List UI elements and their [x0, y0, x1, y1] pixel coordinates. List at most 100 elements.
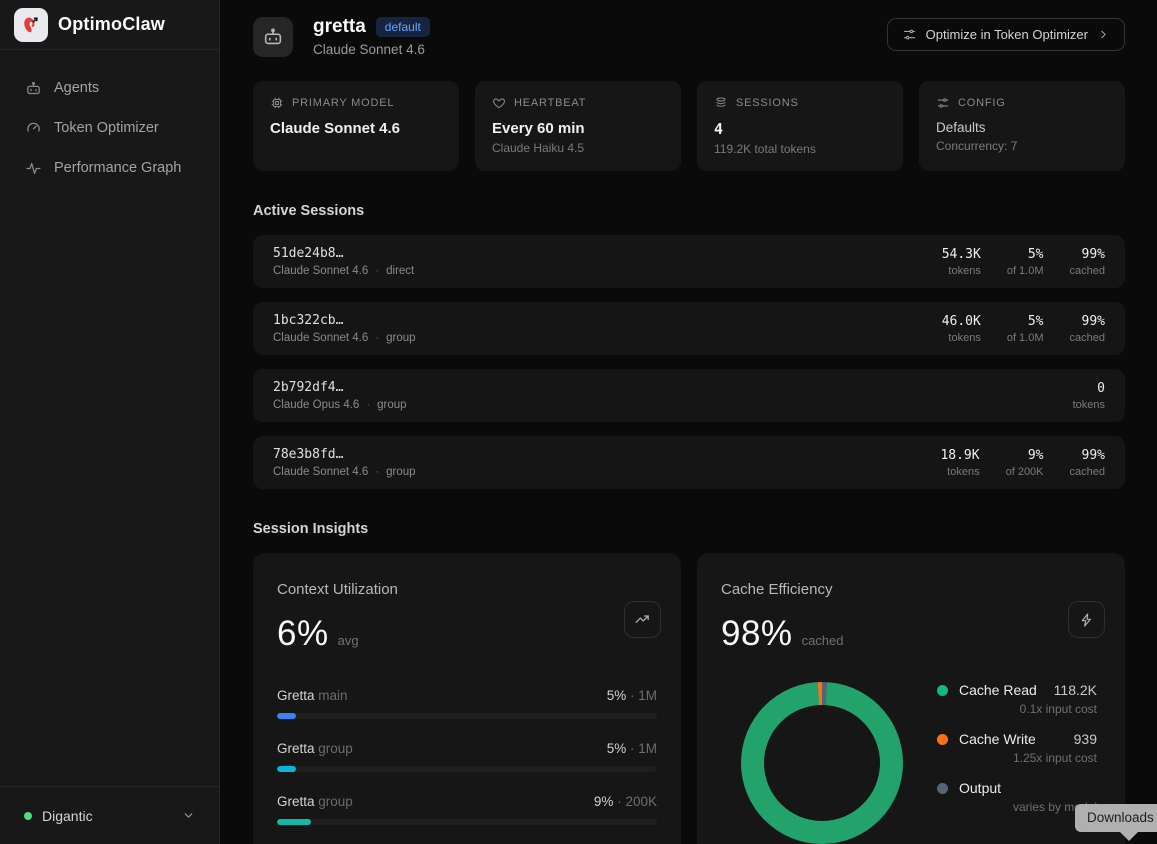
- context-utilization-card: Context Utilization 6% avg Gretta main 5…: [253, 553, 681, 844]
- workspace-switcher[interactable]: Digantic: [0, 786, 219, 844]
- session-id: 78e3b8fd…: [273, 447, 416, 462]
- stat-label: HEARTBEAT: [514, 97, 586, 109]
- stat-value: Every 60 min: [492, 120, 664, 137]
- legend-row-output: Output varies by model: [937, 780, 1097, 814]
- stat-cards: PRIMARY MODEL Claude Sonnet 4.6 HEARTBEA…: [253, 81, 1125, 171]
- session-tokens: 0: [1073, 381, 1105, 396]
- trending-up-icon: [634, 611, 651, 628]
- session-tokens: 18.9K: [940, 448, 979, 463]
- legend-row-cache-write: Cache Write 939 1.25x input cost: [937, 731, 1097, 765]
- session-insights-title: Session Insights: [253, 521, 1125, 537]
- default-badge: default: [376, 17, 430, 37]
- utilization-row: Gretta group 9% · 200K: [277, 794, 657, 825]
- sidebar-item-token-optimizer[interactable]: Token Optimizer: [0, 108, 219, 148]
- cache-read-dot: [937, 685, 948, 696]
- agent-avatar: [253, 17, 293, 57]
- session-row[interactable]: 51de24b8… Claude Sonnet 4.6 · direct 54.…: [253, 235, 1125, 288]
- sidebar: OptimoClaw Agents Token Optimizer Perfor…: [0, 0, 220, 844]
- session-type: group: [377, 399, 406, 411]
- session-context-pct: 5%: [1007, 314, 1044, 329]
- cache-unit: cached: [802, 633, 844, 648]
- stat-card-sessions: SESSIONS 4 119.2K total tokens: [697, 81, 903, 171]
- stat-sub: 119.2K total tokens: [714, 142, 886, 156]
- stat-card-primary-model: PRIMARY MODEL Claude Sonnet 4.6: [253, 81, 459, 171]
- sliders-icon: [902, 27, 917, 42]
- brand-name: OptimoClaw: [58, 14, 165, 35]
- card-title: Context Utilization: [277, 581, 657, 598]
- bolt-icon: [1079, 612, 1095, 628]
- main-content: gretta default Claude Sonnet 4.6 Optimiz…: [220, 0, 1157, 844]
- stat-label: CONFIG: [958, 97, 1006, 109]
- session-context-pct: 5%: [1007, 247, 1044, 262]
- page-title: gretta: [313, 16, 366, 38]
- cache-value: 98%: [721, 614, 793, 654]
- stat-label: PRIMARY MODEL: [292, 97, 394, 109]
- progress-bar: [277, 713, 657, 719]
- sidebar-header: OptimoClaw: [0, 0, 219, 50]
- session-tokens: 54.3K: [942, 247, 981, 262]
- sliders-icon: [936, 96, 950, 110]
- session-cached-pct: 99%: [1070, 448, 1105, 463]
- session-row[interactable]: 78e3b8fd… Claude Sonnet 4.6 · group 18.9…: [253, 436, 1125, 489]
- stat-card-config: CONFIG Defaults Concurrency: 7: [919, 81, 1125, 171]
- downloads-tooltip: Downloads: [1075, 804, 1157, 832]
- stat-value: Defaults: [936, 120, 1108, 135]
- sidebar-item-performance-graph[interactable]: Performance Graph: [0, 148, 219, 188]
- optimize-button[interactable]: Optimize in Token Optimizer: [887, 18, 1125, 51]
- session-model: Claude Opus 4.6: [273, 399, 359, 411]
- session-row[interactable]: 1bc322cb… Claude Sonnet 4.6 · group 46.0…: [253, 302, 1125, 355]
- session-id: 1bc322cb…: [273, 313, 416, 328]
- session-row[interactable]: 2b792df4… Claude Opus 4.6 · group 0token…: [253, 369, 1125, 422]
- output-dot: [937, 783, 948, 794]
- stat-value: Claude Sonnet 4.6: [270, 120, 442, 137]
- stat-value: 4: [714, 120, 886, 138]
- layers-icon: [714, 96, 728, 110]
- chevron-right-icon: [1097, 28, 1110, 41]
- cache-read-value: 118.2K: [1054, 682, 1097, 698]
- sidebar-nav: Agents Token Optimizer Performance Graph: [0, 50, 219, 786]
- bolt-button[interactable]: [1068, 601, 1105, 638]
- utilization-row: Gretta group 5% · 1M: [277, 741, 657, 772]
- optimize-button-label: Optimize in Token Optimizer: [926, 27, 1088, 42]
- session-cached-pct: 99%: [1070, 247, 1105, 262]
- cache-efficiency-card: Cache Efficiency 98% cached Cache Read: [697, 553, 1125, 844]
- session-cached-pct: 99%: [1070, 314, 1105, 329]
- heart-icon: [492, 96, 506, 110]
- optimoclaw-logo[interactable]: [14, 8, 48, 42]
- cache-write-value: 939: [1074, 731, 1097, 747]
- progress-bar: [277, 819, 657, 825]
- card-title: Cache Efficiency: [721, 581, 1101, 598]
- session-type: group: [386, 332, 415, 344]
- session-model: Claude Sonnet 4.6: [273, 466, 368, 478]
- cpu-icon: [270, 96, 284, 110]
- progress-bar: [277, 766, 657, 772]
- sidebar-item-label: Performance Graph: [54, 160, 181, 176]
- page-header: gretta default Claude Sonnet 4.6 Optimiz…: [253, 16, 1125, 57]
- agent-model: Claude Sonnet 4.6: [313, 42, 430, 57]
- stat-card-heartbeat: HEARTBEAT Every 60 min Claude Haiku 4.5: [475, 81, 681, 171]
- active-sessions-title: Active Sessions: [253, 203, 1125, 219]
- sidebar-item-label: Token Optimizer: [54, 120, 159, 136]
- robot-icon: [24, 79, 42, 97]
- session-model: Claude Sonnet 4.6: [273, 265, 368, 277]
- utilization-rows: Gretta main 5% · 1M Gretta group 5% · 1M…: [277, 688, 657, 825]
- sidebar-item-agents[interactable]: Agents: [0, 68, 219, 108]
- session-id: 2b792df4…: [273, 380, 407, 395]
- robot-icon: [262, 26, 284, 48]
- cache-write-dot: [937, 734, 948, 745]
- stat-sub: Concurrency: 7: [936, 139, 1108, 153]
- activity-icon: [24, 159, 42, 177]
- sidebar-item-label: Agents: [54, 80, 99, 96]
- session-type: direct: [386, 265, 414, 277]
- gauge-icon: [24, 119, 42, 137]
- trending-up-button[interactable]: [624, 601, 661, 638]
- legend-row-cache-read: Cache Read 118.2K 0.1x input cost: [937, 682, 1097, 716]
- context-avg-unit: avg: [338, 633, 359, 648]
- session-tokens: 46.0K: [942, 314, 981, 329]
- stat-sub: Claude Haiku 4.5: [492, 141, 664, 155]
- session-type: group: [386, 466, 415, 478]
- insight-cards: Context Utilization 6% avg Gretta main 5…: [253, 553, 1125, 844]
- session-model: Claude Sonnet 4.6: [273, 332, 368, 344]
- session-list: 51de24b8… Claude Sonnet 4.6 · direct 54.…: [253, 235, 1125, 489]
- session-id: 51de24b8…: [273, 246, 414, 261]
